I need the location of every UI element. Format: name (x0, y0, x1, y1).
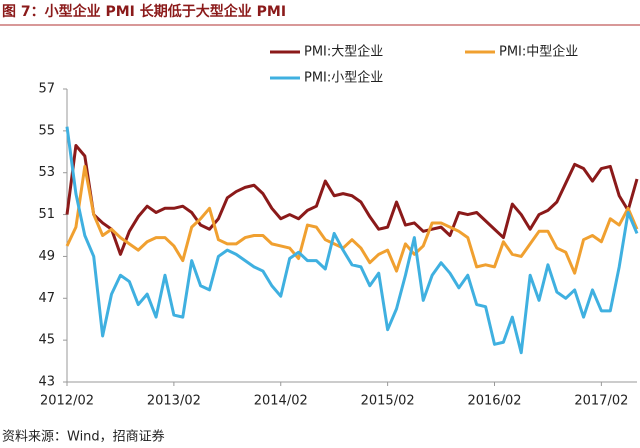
series-line (65, 144, 639, 256)
x-tick-label: 2014/02 (254, 394, 308, 409)
source: 资料来源：Wind，招商证券 (2, 429, 165, 445)
y-tick-label: 53 (38, 165, 55, 180)
series-line (65, 126, 639, 355)
y-tick-label: 43 (38, 375, 55, 390)
legend-label: PMI:大型企业 (304, 44, 383, 60)
chart-title: 图 7：小型企业 PMI 长期低于大型企业 PMI (2, 3, 286, 20)
legend-label: PMI:中型企业 (499, 44, 578, 60)
x-tick-label: 2012/02 (40, 394, 94, 409)
legend-label: PMI:小型企业 (304, 70, 383, 86)
x-tick-label: 2013/02 (147, 394, 201, 409)
y-tick-label: 45 (38, 333, 55, 348)
y-tick-label: 49 (38, 249, 55, 264)
y-tick-label: 47 (38, 291, 55, 306)
y-tick-label: 51 (38, 207, 55, 222)
x-tick-label: 2017/02 (574, 394, 628, 409)
series-line (65, 164, 639, 275)
y-tick-label: 55 (38, 123, 55, 138)
x-tick-label: 2016/02 (467, 394, 521, 409)
x-tick-label: 2015/02 (361, 394, 415, 409)
y-tick-label: 57 (38, 82, 55, 97)
